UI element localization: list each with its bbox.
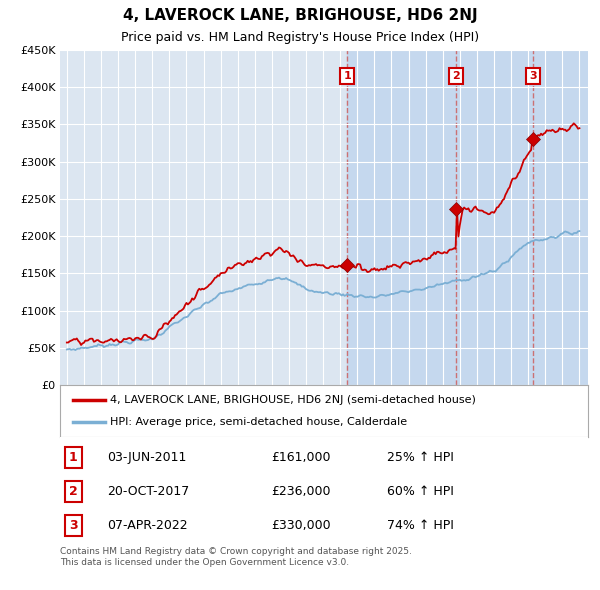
Text: 03-JUN-2011: 03-JUN-2011 (107, 451, 187, 464)
Text: 4, LAVEROCK LANE, BRIGHOUSE, HD6 2NJ: 4, LAVEROCK LANE, BRIGHOUSE, HD6 2NJ (122, 8, 478, 24)
Text: 2: 2 (69, 485, 77, 498)
Text: 2: 2 (452, 71, 460, 81)
Text: 60% ↑ HPI: 60% ↑ HPI (388, 485, 454, 498)
Text: 4, LAVEROCK LANE, BRIGHOUSE, HD6 2NJ (semi-detached house): 4, LAVEROCK LANE, BRIGHOUSE, HD6 2NJ (se… (110, 395, 476, 405)
Text: Price paid vs. HM Land Registry's House Price Index (HPI): Price paid vs. HM Land Registry's House … (121, 31, 479, 44)
Text: Contains HM Land Registry data © Crown copyright and database right 2025.
This d: Contains HM Land Registry data © Crown c… (60, 548, 412, 567)
Text: 3: 3 (529, 71, 536, 81)
Text: 1: 1 (69, 451, 77, 464)
Text: £236,000: £236,000 (271, 485, 331, 498)
Text: 3: 3 (69, 519, 77, 532)
Bar (347, 50, 588, 385)
Text: £161,000: £161,000 (271, 451, 331, 464)
Text: 07-APR-2022: 07-APR-2022 (107, 519, 188, 532)
Text: 25% ↑ HPI: 25% ↑ HPI (388, 451, 454, 464)
Text: 1: 1 (344, 71, 351, 81)
Text: HPI: Average price, semi-detached house, Calderdale: HPI: Average price, semi-detached house,… (110, 418, 407, 427)
Text: 20-OCT-2017: 20-OCT-2017 (107, 485, 190, 498)
Text: £330,000: £330,000 (271, 519, 331, 532)
Text: 74% ↑ HPI: 74% ↑ HPI (388, 519, 454, 532)
